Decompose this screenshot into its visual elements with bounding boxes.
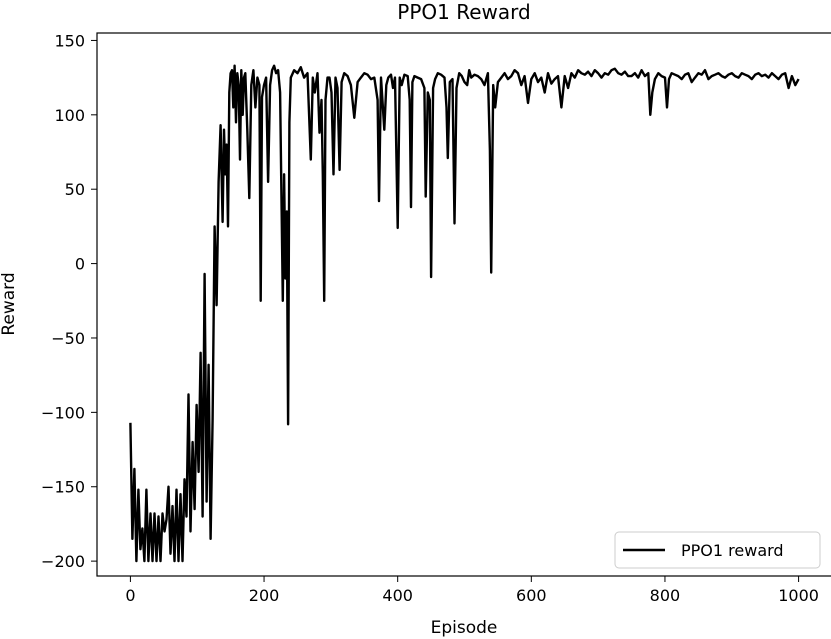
plot-area [129, 64, 800, 563]
y-axis-label: Reward [0, 272, 19, 335]
x-axis: 0 200 400 600 800 1000 [125, 576, 819, 605]
x-tick-label: 800 [650, 586, 681, 605]
legend-label-ppo1-reward: PPO1 reward [681, 541, 784, 560]
y-tick-label: 100 [54, 106, 85, 125]
y-tick-label: 150 [54, 31, 85, 50]
x-axis-label: Episode [431, 618, 498, 638]
y-tick-label: 0 [75, 255, 85, 274]
y-tick-label: −50 [51, 329, 85, 348]
axes-frame [96, 32, 831, 577]
y-tick-label: −150 [41, 478, 85, 497]
y-tick-label: 50 [65, 180, 85, 199]
y-tick-label: −100 [41, 403, 85, 422]
x-tick-label: 200 [249, 586, 280, 605]
legend-box [614, 531, 821, 569]
x-tick-label: 400 [382, 586, 413, 605]
y-axis: −200 −150 −100 −50 0 50 100 150 [41, 31, 97, 571]
x-tick-label: 0 [125, 586, 135, 605]
series-line-ppo1-reward [129, 64, 800, 563]
x-tick-label: 600 [516, 586, 547, 605]
chart-title: PPO1 Reward [397, 0, 530, 24]
x-tick-label: 1000 [778, 586, 819, 605]
legend: PPO1 reward [614, 531, 821, 569]
y-tick-label: −200 [41, 552, 85, 571]
